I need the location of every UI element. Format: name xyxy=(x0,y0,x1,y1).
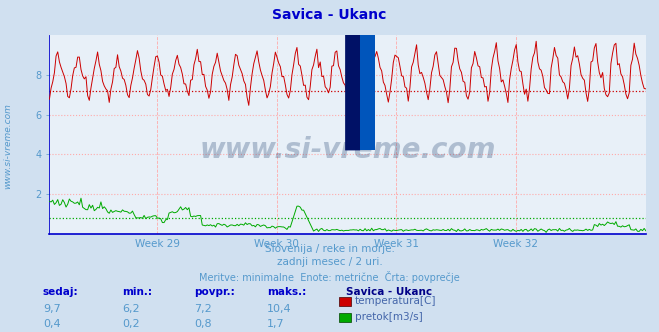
Text: 0,8: 0,8 xyxy=(194,319,212,329)
Polygon shape xyxy=(345,0,360,150)
Text: 0,4: 0,4 xyxy=(43,319,61,329)
Text: min.:: min.: xyxy=(122,287,152,297)
Text: 0,2: 0,2 xyxy=(122,319,140,329)
Text: temperatura[C]: temperatura[C] xyxy=(355,296,436,306)
Text: Slovenija / reke in morje.: Slovenija / reke in morje. xyxy=(264,244,395,254)
Text: 10,4: 10,4 xyxy=(267,304,291,314)
Text: www.si-vreme.com: www.si-vreme.com xyxy=(200,136,496,164)
Text: 6,2: 6,2 xyxy=(122,304,140,314)
Polygon shape xyxy=(360,0,375,150)
Text: 9,7: 9,7 xyxy=(43,304,61,314)
Text: 7,2: 7,2 xyxy=(194,304,212,314)
Text: pretok[m3/s]: pretok[m3/s] xyxy=(355,312,422,322)
Text: sedaj:: sedaj: xyxy=(43,287,78,297)
Text: Savica - Ukanc: Savica - Ukanc xyxy=(346,287,432,297)
Text: Savica - Ukanc: Savica - Ukanc xyxy=(272,8,387,22)
Text: Meritve: minimalne  Enote: metrične  Črta: povprečje: Meritve: minimalne Enote: metrične Črta:… xyxy=(199,271,460,283)
Text: www.si-vreme.com: www.si-vreme.com xyxy=(3,103,13,189)
Text: zadnji mesec / 2 uri.: zadnji mesec / 2 uri. xyxy=(277,257,382,267)
Text: povpr.:: povpr.: xyxy=(194,287,235,297)
Text: 1,7: 1,7 xyxy=(267,319,285,329)
Text: maks.:: maks.: xyxy=(267,287,306,297)
